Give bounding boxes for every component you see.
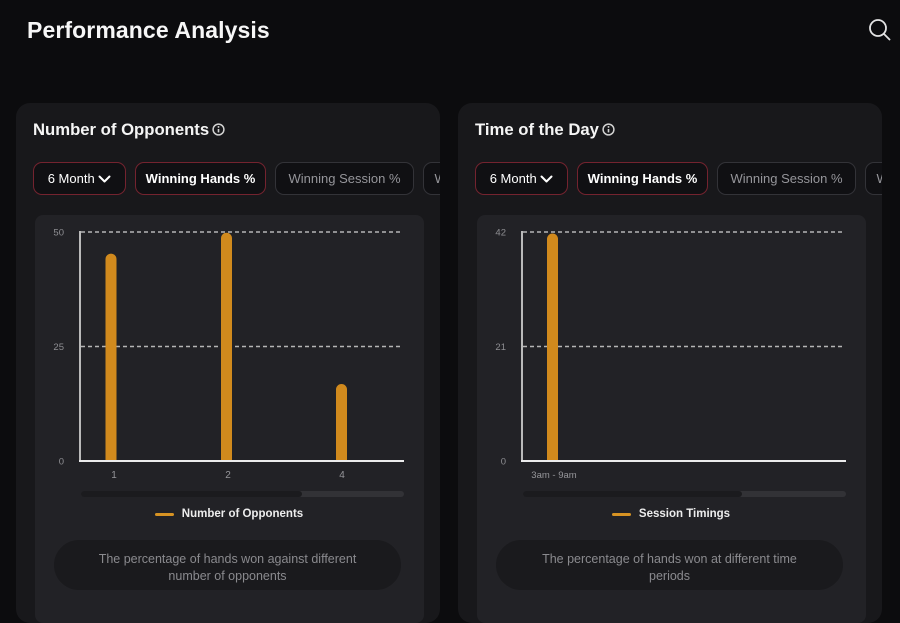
svg-text:21: 21 [495, 342, 506, 353]
svg-text:50: 50 [53, 228, 64, 239]
svg-text:1: 1 [111, 470, 117, 481]
svg-text:3am - 9am: 3am - 9am [531, 470, 576, 481]
svg-text:2: 2 [225, 470, 231, 481]
svg-text:42: 42 [495, 228, 506, 239]
svg-text:25: 25 [53, 342, 64, 353]
svg-text:0: 0 [58, 457, 63, 468]
svg-text:4: 4 [339, 470, 345, 481]
svg-text:0: 0 [500, 457, 505, 468]
